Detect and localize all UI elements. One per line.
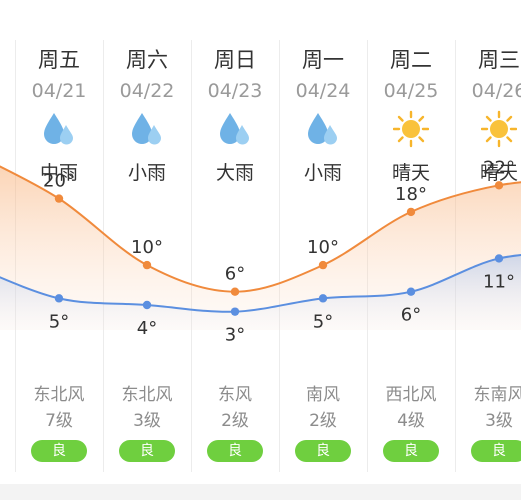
low-temp-point [494,254,504,263]
rain-drops-icon [132,113,161,145]
wind-direction: 西北风 [385,385,437,405]
temperature-points: 20° 5° 10° 4° 6° 3° 10° 5° 18° 6° 22° 11° [43,157,515,345]
low-temp-label: 5° [49,311,69,332]
aqi-badge: 良 [383,440,439,462]
high-temp-label: 20° [43,171,75,192]
rain-drops-icon [44,113,73,145]
wind-direction: 东北风 [33,385,85,405]
wind-level: 2级 [309,411,337,431]
high-temp-point [142,260,152,270]
aqi-badge: 良 [207,440,263,462]
low-temp-label: 3° [225,325,245,346]
condition-label: 小雨 [303,162,342,184]
date-label: 04/23 [207,80,263,102]
high-temp-point [318,260,328,270]
weekday-label: 周一 [302,48,344,72]
rain-drops-icon [220,113,249,145]
high-temp-point [54,194,64,203]
low-temp-area [0,255,521,330]
high-temp-label: 10° [131,237,163,258]
low-temp-point [142,300,152,310]
day-column[interactable]: 周六 04/22 小雨 东北风 3级 良 [103,0,191,500]
low-temp-label: 11° [483,271,515,292]
high-temp-point [230,287,240,296]
low-temp-label: 5° [313,311,333,332]
weekday-label: 周三 [478,48,520,72]
high-temp-line [0,165,521,293]
high-temp-point [406,207,416,217]
wind-level: 3级 [485,411,513,431]
sun-icon [481,110,517,148]
date-label: 04/26 [471,80,521,102]
high-temp-area [0,166,521,330]
weekday-label: 周五 [38,48,80,72]
day-column[interactable]: 周二 04/25 晴天 西北风 4级 良 [367,0,455,500]
high-temp-label: 10° [307,237,339,258]
wind-direction: 东风 [218,385,252,405]
rain-drops-icon [308,113,337,145]
condition-label: 中雨 [39,162,78,184]
day-column[interactable]: 周一 04/24 小雨 南风 2级 良 [279,0,367,500]
low-temp-label: 6° [401,305,421,326]
bottom-strip [0,484,521,500]
column-divider [279,40,280,472]
condition-label: 晴天 [391,162,430,184]
aqi-badge: 良 [295,440,351,462]
wind-level: 7级 [45,411,73,431]
low-temp-point [54,294,64,303]
low-temp-label: 4° [137,318,157,339]
wind-direction: 东南风 [473,385,521,405]
aqi-badge: 良 [119,440,175,462]
weekday-label: 周二 [390,48,432,72]
low-temp-point [230,307,240,316]
date-label: 04/21 [31,80,87,102]
date-label: 04/24 [295,80,351,102]
condition-label: 小雨 [127,162,166,184]
condition-label: 大雨 [215,162,254,184]
high-temp-label: 6° [225,264,245,285]
wind-level: 4级 [397,411,425,431]
wind-direction: 南风 [306,385,340,405]
high-temp-point [494,181,504,190]
high-temp-label: 22° [483,157,515,178]
day-column[interactable]: 周五 04/21 中雨 东北风 7级 良 [15,0,103,500]
wind-level: 2级 [221,411,249,431]
day-column[interactable]: 周三 04/26 晴天 东南风 3级 良 [455,0,521,500]
aqi-badge: 良 [471,440,521,462]
condition-label: 晴天 [479,162,518,184]
sun-icon [393,110,429,148]
low-temp-point [318,294,328,303]
aqi-badge: 良 [31,440,87,462]
high-temp-label: 18° [395,184,427,205]
column-divider [191,40,192,472]
low-temp-point [406,287,416,296]
date-label: 04/22 [119,80,175,102]
low-temp-line [0,254,521,313]
weekday-label: 周六 [126,48,168,72]
day-column[interactable]: 周日 04/23 大雨 东风 2级 良 [191,0,279,500]
date-label: 04/25 [383,80,439,102]
wind-level: 3级 [133,411,161,431]
weekday-label: 周日 [214,48,256,72]
wind-direction: 东北风 [121,385,173,405]
